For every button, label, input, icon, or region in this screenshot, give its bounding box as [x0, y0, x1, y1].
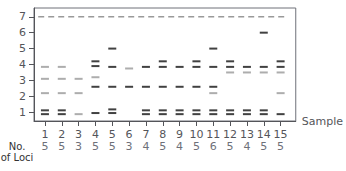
- svg-text:5: 5: [109, 128, 116, 141]
- svg-text:3: 3: [19, 74, 26, 87]
- svg-text:11: 11: [206, 128, 220, 141]
- svg-text:4: 4: [92, 128, 99, 141]
- svg-text:1: 1: [19, 106, 26, 119]
- svg-text:15: 15: [274, 128, 288, 141]
- svg-text:13: 13: [240, 128, 254, 141]
- svg-text:6: 6: [210, 140, 217, 153]
- svg-text:6: 6: [126, 128, 133, 141]
- svg-text:4: 4: [176, 140, 183, 153]
- svg-text:No.: No.: [9, 141, 26, 152]
- svg-text:2: 2: [58, 128, 65, 141]
- svg-text:3: 3: [75, 128, 82, 141]
- svg-text:4: 4: [243, 140, 250, 153]
- svg-text:10: 10: [189, 128, 203, 141]
- svg-text:5: 5: [109, 140, 116, 153]
- svg-text:5: 5: [41, 140, 48, 153]
- svg-text:1: 1: [41, 128, 48, 141]
- svg-text:5: 5: [92, 140, 99, 153]
- svg-text:2: 2: [19, 90, 26, 103]
- svg-text:12: 12: [223, 128, 237, 141]
- svg-text:8: 8: [159, 128, 166, 141]
- svg-text:of Loci: of Loci: [1, 152, 34, 163]
- svg-text:14: 14: [257, 128, 271, 141]
- svg-text:9: 9: [176, 128, 183, 141]
- svg-text:4: 4: [142, 140, 149, 153]
- svg-text:5: 5: [58, 140, 65, 153]
- svg-text:7: 7: [19, 10, 26, 23]
- svg-text:5: 5: [277, 140, 284, 153]
- svg-text:5: 5: [227, 140, 234, 153]
- svg-text:7: 7: [142, 128, 149, 141]
- svg-text:5: 5: [260, 140, 267, 153]
- svg-text:5: 5: [159, 140, 166, 153]
- svg-text:3: 3: [126, 140, 133, 153]
- svg-text:5: 5: [193, 140, 200, 153]
- svg-text:Sample: Sample: [302, 115, 343, 128]
- svg-text:5: 5: [19, 42, 26, 55]
- svg-text:6: 6: [19, 26, 26, 39]
- svg-text:4: 4: [19, 58, 26, 71]
- svg-text:3: 3: [75, 140, 82, 153]
